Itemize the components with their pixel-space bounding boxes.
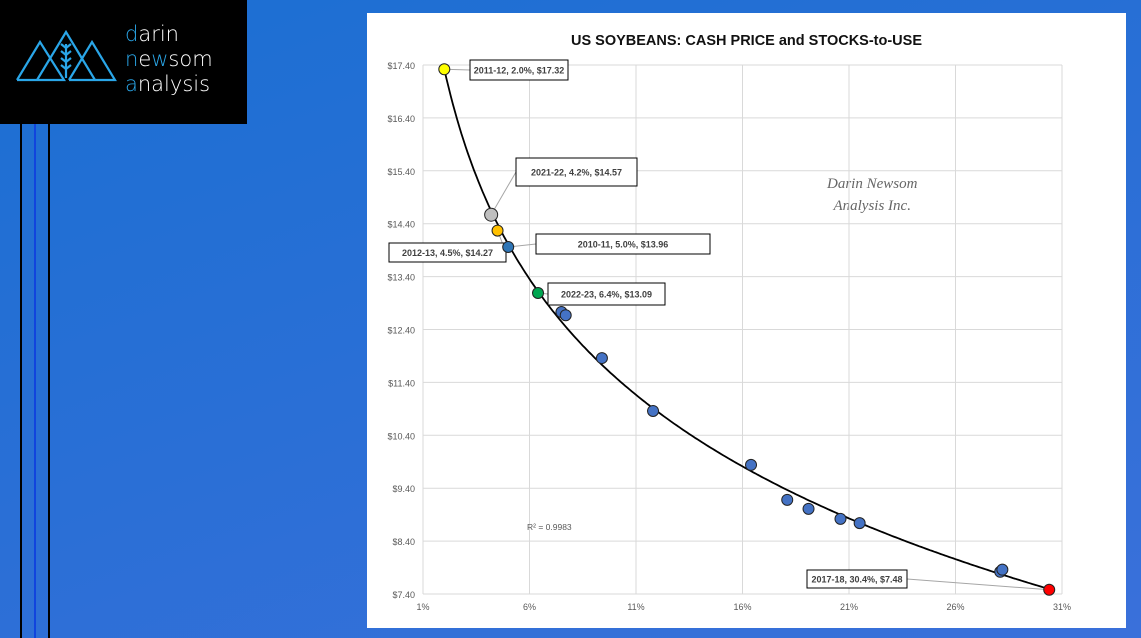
data-point [802, 502, 815, 515]
data-label-box [535, 233, 711, 255]
data-point [745, 458, 758, 471]
data-label-box [547, 282, 666, 306]
data-label: 2022-23, 6.4%, $13.09 [561, 290, 652, 300]
data-point [502, 240, 515, 253]
data-point [853, 517, 866, 530]
logo-word: arin [138, 22, 179, 46]
label-leader-line [906, 578, 1050, 591]
y-tick-label: $7.40 [392, 590, 415, 600]
data-point [532, 286, 545, 299]
data-label: 2017-18, 30.4%, $7.48 [811, 575, 902, 585]
logo-line1: darin [125, 22, 179, 46]
y-tick-label: $12.40 [387, 326, 415, 336]
logo-line3: analysis [125, 72, 213, 97]
decor-line [34, 124, 36, 638]
chart-panel: US SOYBEANS: CASH PRICE and STOCKS-to-US… [367, 13, 1126, 628]
data-label: 2011-12, 2.0%, $17.32 [474, 66, 565, 76]
x-tick-label: 21% [840, 602, 858, 612]
data-point [484, 207, 499, 222]
logo-word: newsom [125, 47, 213, 71]
data-point [1043, 583, 1056, 596]
data-label-box [806, 569, 908, 589]
decor-line [20, 124, 22, 638]
x-tick-label: 1% [416, 602, 429, 612]
mountain-wheat-icon [16, 29, 117, 82]
data-point [559, 309, 572, 322]
data-label: 2012-13, 4.5%, $14.27 [402, 248, 493, 258]
y-tick-label: $10.40 [387, 431, 415, 441]
x-tick-label: 11% [627, 602, 644, 612]
y-tick-label: $16.40 [387, 114, 415, 124]
y-tick-label: $13.40 [387, 273, 415, 283]
logo: darin newsom analysis [0, 0, 247, 124]
data-label-box [469, 59, 569, 81]
data-label: 2010-11, 5.0%, $13.96 [578, 240, 669, 250]
label-leader-line [490, 171, 517, 215]
data-point [781, 493, 794, 506]
data-point [438, 63, 451, 76]
y-tick-label: $8.40 [392, 537, 415, 547]
x-tick-label: 6% [523, 602, 536, 612]
chart-title: US SOYBEANS: CASH PRICE and STOCKS-to-US… [571, 33, 922, 49]
data-label: 2021-22, 4.2%, $14.57 [531, 168, 622, 178]
watermark-line2: Analysis Inc. [833, 198, 911, 214]
x-tick-label: 16% [733, 602, 751, 612]
data-point [996, 563, 1009, 576]
scatter-chart: $17.40 $16.40 $15.40 $14.40 $13.40 $12.40 $11.… [387, 59, 1071, 612]
data-point [595, 352, 608, 365]
data-point [834, 512, 847, 525]
r-squared-label: R² = 0.9983 [527, 522, 572, 532]
data-point [491, 224, 504, 237]
y-tick-label: $9.40 [392, 484, 415, 494]
y-tick-label: $11.40 [388, 378, 415, 388]
x-tick-label: 31% [1053, 602, 1071, 612]
y-tick-label: $15.40 [387, 167, 415, 177]
logo-word: analysis [125, 72, 211, 96]
x-tick-label: 26% [946, 602, 964, 612]
decor-line [48, 124, 50, 638]
data-label-box [515, 157, 638, 187]
y-tick-label: $14.40 [387, 220, 415, 230]
watermark-line1: Darin Newsom [827, 176, 918, 192]
logo-line2: newsom [125, 47, 213, 72]
data-point [647, 404, 660, 417]
y-tick-label: $17.40 [387, 61, 415, 71]
watermark: Darin Newsom Analysis Inc. [827, 173, 917, 217]
